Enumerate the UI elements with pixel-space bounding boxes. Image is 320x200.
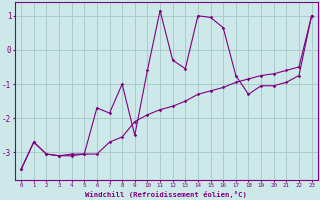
X-axis label: Windchill (Refroidissement éolien,°C): Windchill (Refroidissement éolien,°C) bbox=[85, 191, 247, 198]
